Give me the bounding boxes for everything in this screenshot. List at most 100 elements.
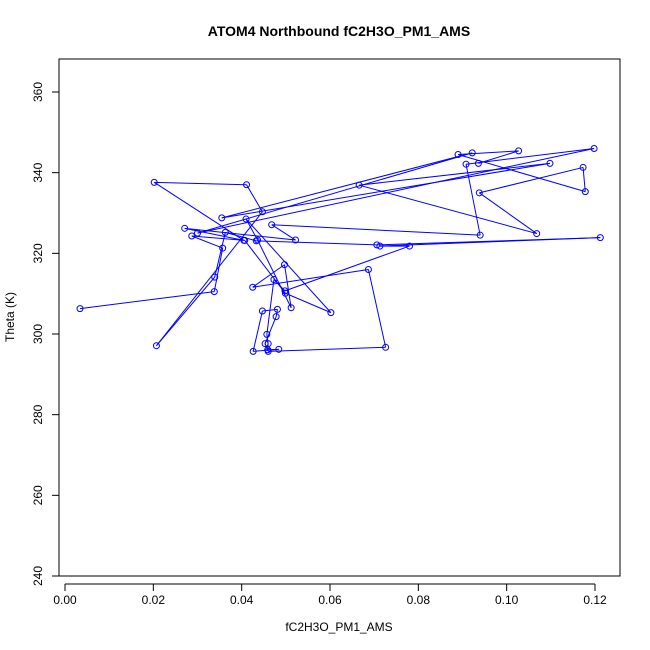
series-segment: [184, 227, 296, 241]
data-point: [546, 159, 554, 167]
data-point: [462, 160, 470, 168]
series-segment: [256, 240, 377, 246]
data-point: [261, 340, 269, 348]
x-tick-label: 0.04: [230, 593, 254, 607]
data-point: [376, 242, 384, 250]
series-segment: [284, 245, 410, 292]
data-point: [373, 241, 381, 249]
series-segment: [197, 147, 595, 234]
y-tick-label: 280: [31, 404, 45, 424]
data-point: [254, 236, 262, 244]
data-point: [272, 313, 280, 321]
data-point: [264, 340, 272, 348]
data-point: [476, 231, 484, 239]
series-segment: [184, 227, 244, 241]
y-tick-label: 240: [31, 566, 45, 586]
series-segment: [478, 192, 537, 234]
series-segment: [359, 184, 537, 235]
series-segment: [191, 235, 245, 241]
data-point: [150, 178, 158, 186]
series-segment: [367, 269, 387, 348]
series-segment: [264, 316, 277, 344]
series-segment: [285, 292, 332, 314]
series-segment: [246, 184, 263, 213]
series-segment: [275, 309, 278, 317]
x-tick-label: 0.08: [407, 593, 431, 607]
data-point: [258, 307, 266, 315]
series-segment: [273, 279, 286, 292]
series-segment: [252, 264, 285, 288]
series-segment: [582, 167, 586, 192]
data-point: [454, 151, 462, 159]
data-point: [515, 147, 523, 155]
data-point: [579, 163, 587, 171]
data-point: [249, 347, 257, 355]
data-point: [581, 188, 589, 196]
series-segment: [359, 162, 551, 186]
data-point: [281, 289, 289, 297]
data-point: [281, 261, 289, 269]
series-segment: [458, 150, 519, 156]
data-point: [275, 345, 283, 353]
series-segment: [153, 181, 245, 241]
data-point: [382, 343, 390, 351]
x-tick-label: 0.12: [583, 593, 607, 607]
data-point: [533, 230, 541, 238]
series-segment: [284, 264, 292, 308]
series-line: [79, 147, 601, 352]
series-segment: [79, 291, 215, 310]
series-segment: [221, 162, 551, 219]
data-point: [258, 208, 266, 216]
series-segment: [479, 166, 584, 194]
x-tick-label: 0.06: [318, 593, 342, 607]
series-segment: [225, 231, 257, 242]
data-point: [76, 305, 84, 313]
data-point: [188, 232, 196, 240]
series-segment: [154, 181, 247, 186]
series-segment: [156, 211, 263, 347]
y-axis: 240 260 280 300 320 340 360: [31, 82, 60, 586]
data-point: [281, 287, 289, 295]
series-segment: [376, 237, 601, 246]
data-point: [590, 144, 598, 152]
y-tick-label: 320: [31, 243, 45, 263]
series-segment: [191, 235, 223, 249]
y-tick-label: 360: [31, 82, 45, 102]
series-segment: [221, 152, 473, 219]
series-segment: [156, 276, 216, 347]
data-point: [181, 224, 189, 232]
data-point: [249, 283, 257, 291]
y-tick-label: 340: [31, 162, 45, 182]
data-point: [596, 234, 604, 242]
series-segment: [271, 224, 296, 241]
x-tick-label: 0.00: [53, 593, 77, 607]
data-point: [327, 309, 335, 317]
data-point: [152, 342, 160, 350]
series-segment: [213, 247, 224, 292]
y-axis-label: Theta (K): [3, 292, 17, 342]
x-axis-label: fC2H3O_PM1_AMS: [285, 620, 392, 634]
data-point: [287, 304, 295, 312]
series-segment: [478, 150, 519, 164]
y-tick-label: 300: [31, 324, 45, 344]
data-point: [243, 181, 251, 189]
data-point: [218, 214, 226, 222]
data-point: [240, 236, 248, 244]
series-segment: [245, 218, 332, 313]
data-point: [263, 330, 271, 338]
series-segment: [271, 224, 481, 236]
data-point: [270, 276, 278, 284]
data-point: [211, 273, 219, 281]
data-point: [273, 305, 281, 313]
x-axis: 0.00 0.02 0.04 0.06 0.08 0.10 0.12: [53, 583, 607, 607]
series-segment: [465, 164, 481, 236]
series-segment: [268, 346, 386, 352]
y-tick-label: 260: [31, 485, 45, 505]
series-segment: [252, 268, 369, 288]
series-segment: [252, 310, 263, 352]
data-point: [475, 189, 483, 197]
data-point: [406, 242, 413, 250]
data-point: [364, 265, 372, 273]
